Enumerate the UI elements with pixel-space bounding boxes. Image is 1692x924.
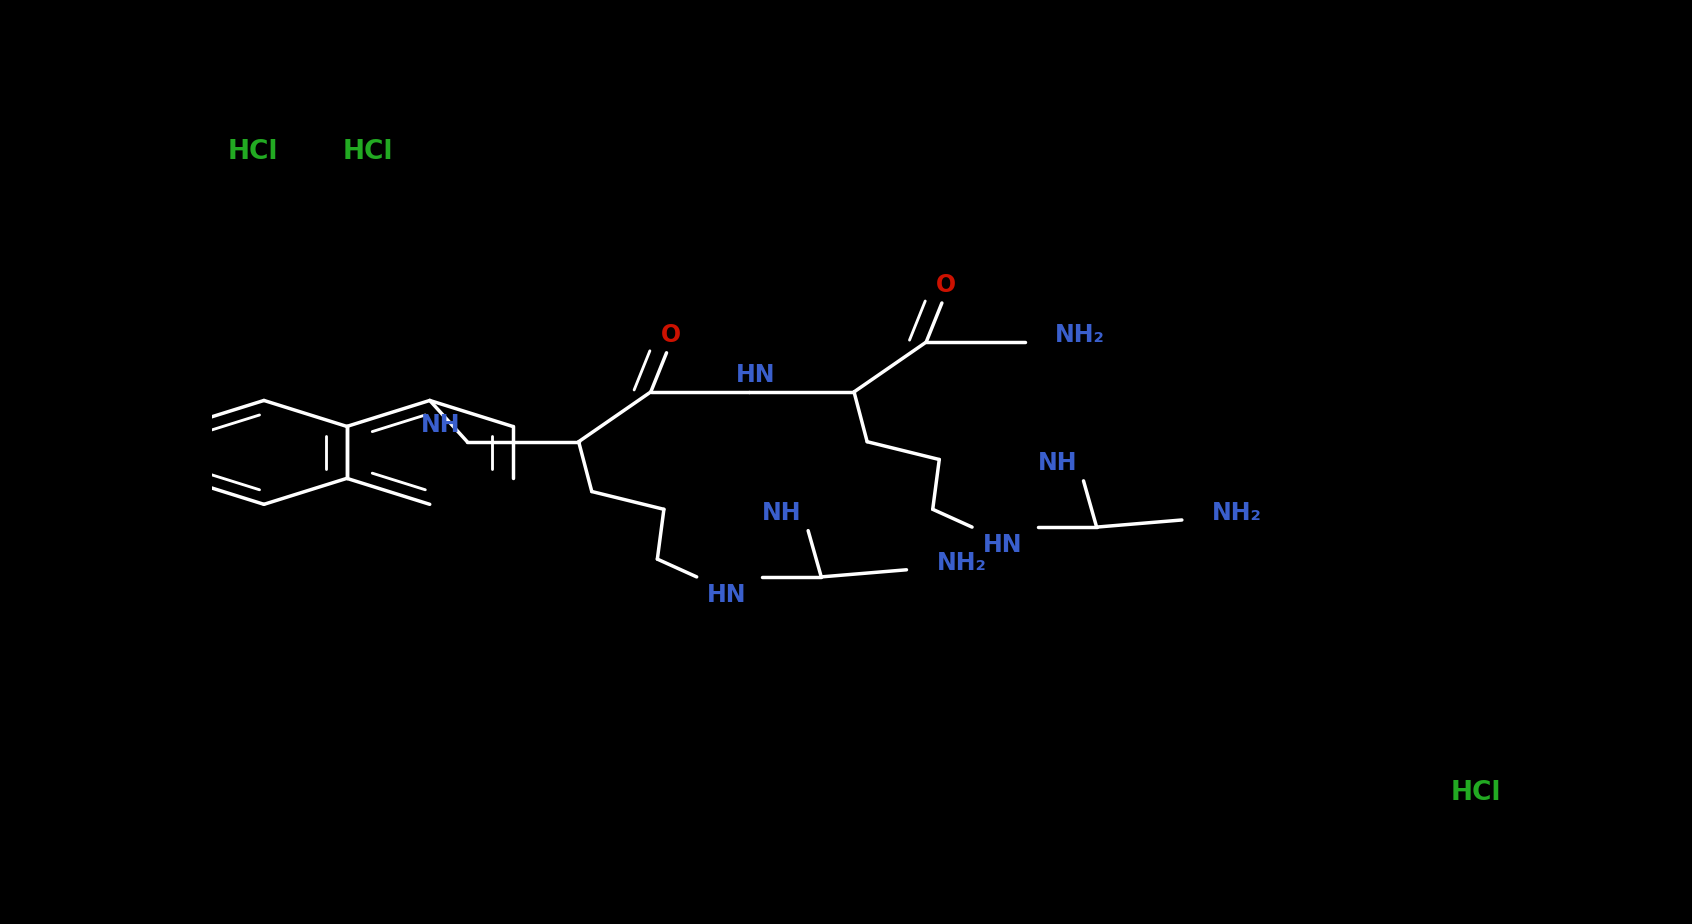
Text: NH₂: NH₂ xyxy=(1211,501,1262,525)
Text: HN: HN xyxy=(707,583,746,607)
Text: HN: HN xyxy=(736,363,775,387)
Text: NH: NH xyxy=(761,501,802,525)
Text: NH: NH xyxy=(421,413,460,437)
Text: HCl: HCl xyxy=(1450,780,1501,806)
Text: NH₂: NH₂ xyxy=(937,551,986,575)
Text: NH₂: NH₂ xyxy=(1054,323,1105,347)
Text: O: O xyxy=(660,323,680,347)
Text: HN: HN xyxy=(983,533,1022,557)
Text: HCl: HCl xyxy=(227,140,277,165)
Text: NH: NH xyxy=(1037,451,1078,475)
Text: O: O xyxy=(936,274,956,298)
Text: HCl: HCl xyxy=(342,140,393,165)
